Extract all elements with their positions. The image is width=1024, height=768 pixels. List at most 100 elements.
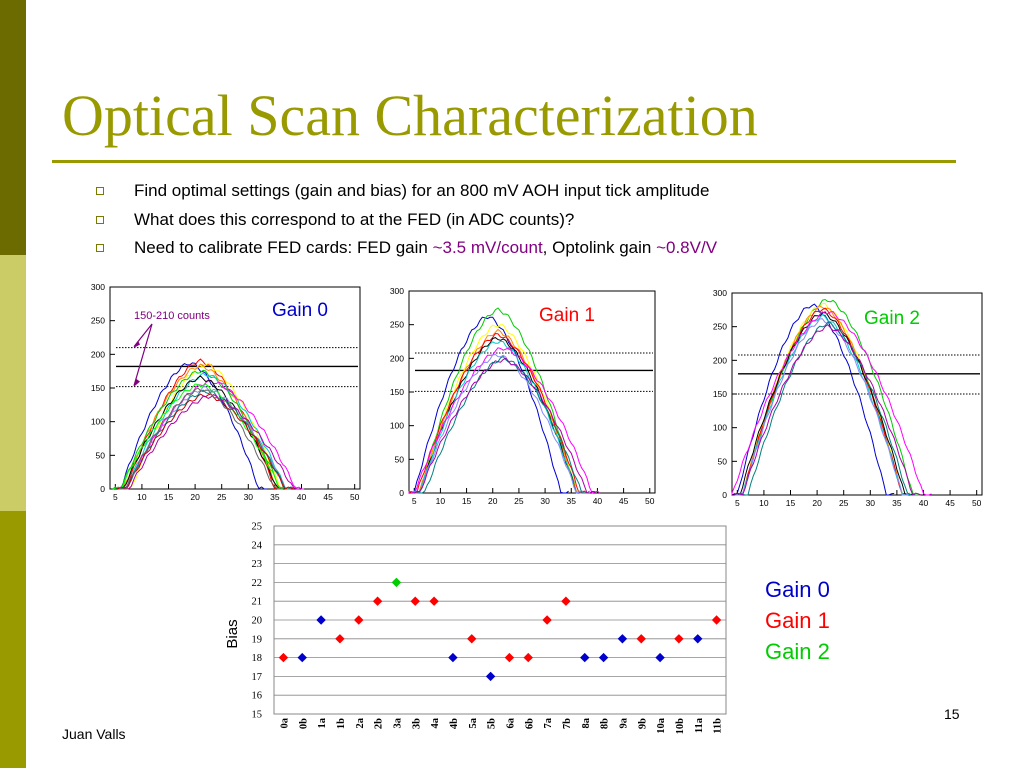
gain0-scan-plot: 0 50 100 150 200 250 300 5 10 15 20 25 30 35 40 45 50 Gai… bbox=[91, 282, 361, 502]
x-tick-label: 10b bbox=[675, 718, 686, 735]
bias-point bbox=[335, 634, 345, 644]
plot-title: Gain 1 bbox=[539, 305, 595, 326]
x-tick-label: 35 bbox=[270, 492, 280, 502]
scan-curve bbox=[408, 316, 569, 494]
scan-curve bbox=[731, 311, 914, 496]
plot-title: Gain 0 bbox=[272, 300, 328, 321]
y-tick-label: 19 bbox=[252, 634, 263, 645]
x-tick-label: 40 bbox=[919, 498, 929, 508]
annotation-label: 150-210 counts bbox=[134, 310, 210, 322]
x-tick-label: 30 bbox=[244, 492, 254, 502]
x-tick-label: 35 bbox=[567, 496, 577, 506]
square-bullet-icon bbox=[96, 244, 104, 252]
x-tick-label: 15 bbox=[786, 498, 796, 508]
scan-curve bbox=[120, 393, 302, 490]
arrowhead bbox=[134, 340, 140, 348]
legend-gain2: Gain 2 bbox=[765, 639, 830, 664]
x-tick-label: 0b bbox=[298, 718, 309, 729]
bias-point bbox=[523, 652, 533, 663]
bullet-text: Find optimal settings (gain and bias) fo… bbox=[134, 181, 710, 200]
y-tick-label: 50 bbox=[718, 456, 728, 466]
bias-point bbox=[448, 652, 458, 663]
arrowhead bbox=[134, 378, 140, 387]
x-tick-label: 25 bbox=[217, 492, 227, 502]
y-tick-label: 150 bbox=[390, 387, 404, 397]
side-stripe-light bbox=[0, 255, 26, 511]
x-tick-label: 40 bbox=[297, 492, 307, 502]
y-tick-label: 0 bbox=[399, 488, 404, 498]
x-tick-label: 7b bbox=[562, 718, 573, 729]
bias-point bbox=[391, 577, 402, 588]
legend-gain0: Gain 0 bbox=[765, 577, 830, 602]
x-tick-label: 30 bbox=[866, 498, 876, 508]
bullet-list: Find optimal settings (gain and bias) fo… bbox=[96, 181, 717, 267]
x-tick-label: 50 bbox=[972, 498, 982, 508]
x-tick-label: 10 bbox=[137, 492, 147, 502]
scan-curve bbox=[112, 383, 289, 490]
x-tick-label: 2a bbox=[355, 717, 366, 728]
y-tick-label: 300 bbox=[713, 288, 727, 298]
y-tick-label: 0 bbox=[100, 484, 105, 494]
x-tick-label: 30 bbox=[540, 496, 550, 506]
y-tick-label: 300 bbox=[390, 286, 404, 296]
x-tick-label: 0a bbox=[279, 717, 290, 728]
y-tick-label: 200 bbox=[713, 355, 727, 365]
y-tick-label: 15 bbox=[252, 710, 263, 721]
bullet-text-mid: , Optolink gain bbox=[542, 238, 657, 257]
gain1-scan-plot: 0 50 100 150 200 250 300 5 10 15 20 25 30 35 40 45 50 Gai… bbox=[390, 286, 656, 506]
legend-gain1: Gain 1 bbox=[765, 608, 830, 633]
y-axis-label: Bias bbox=[224, 619, 241, 648]
scan-curve bbox=[411, 357, 595, 494]
x-tick-label: 10a bbox=[656, 717, 667, 734]
gain2-scan-plot: 0 50 100 150 200 250 300 5 10 15 20 25 30 35 40 45 50 Gai… bbox=[713, 288, 983, 508]
y-tick-label: 100 bbox=[91, 417, 105, 427]
y-tick-label: 150 bbox=[713, 389, 727, 399]
scan-curve bbox=[731, 311, 932, 496]
bias-point bbox=[674, 634, 684, 644]
bullet-item: Find optimal settings (gain and bias) fo… bbox=[96, 181, 717, 210]
author-name: Juan Valls bbox=[62, 726, 126, 742]
x-tick-label: 15 bbox=[164, 492, 174, 502]
scan-curve bbox=[411, 353, 585, 494]
x-tick-label: 3a bbox=[392, 717, 403, 728]
y-tick-label: 200 bbox=[91, 349, 105, 359]
x-tick-label: 25 bbox=[514, 496, 524, 506]
x-tick-label: 6a bbox=[505, 717, 516, 728]
bias-scatter-plot: 15 16 17 18 19 20 21 22 23 24 25 Bias 0a 0b 1a 1b 2a 2b 3a… bbox=[224, 522, 727, 735]
bullet-text: What does this correspond to at the FED … bbox=[134, 209, 575, 229]
x-tick-label: 25 bbox=[839, 498, 849, 508]
scan-curve bbox=[734, 302, 911, 496]
side-stripe-dark bbox=[0, 0, 26, 255]
bias-point bbox=[693, 634, 703, 644]
scan-curve bbox=[117, 387, 283, 490]
x-tick-label: 2b bbox=[374, 718, 385, 729]
y-tick-label: 300 bbox=[91, 282, 105, 292]
scan-curve bbox=[408, 347, 601, 494]
x-tick-label: 6b bbox=[524, 718, 535, 729]
y-tick-label: 250 bbox=[91, 316, 105, 326]
bias-point bbox=[617, 634, 628, 644]
scan-curve bbox=[416, 355, 590, 494]
x-tick-label: 5a bbox=[468, 717, 479, 728]
x-tick-label: 11b bbox=[713, 718, 724, 734]
x-tick-label: 4b bbox=[449, 718, 460, 729]
bullet-item: Need to calibrate FED cards: FED gain ~3… bbox=[96, 238, 717, 267]
y-tick-label: 23 bbox=[252, 559, 263, 570]
plot-frame bbox=[109, 286, 361, 490]
x-tick-label: 8b bbox=[600, 718, 611, 729]
x-tick-label: 3b bbox=[411, 718, 422, 729]
bias-point bbox=[372, 596, 383, 606]
y-tick-label: 21 bbox=[252, 597, 263, 608]
fed-gain-value: ~3.5 mV/count bbox=[432, 238, 543, 257]
scan-curve bbox=[731, 303, 895, 496]
bias-point bbox=[410, 596, 420, 606]
bias-point bbox=[278, 652, 289, 663]
y-tick-label: 17 bbox=[252, 672, 263, 683]
x-tick-label: 9b bbox=[637, 718, 648, 729]
y-tick-label: 250 bbox=[713, 322, 727, 332]
bias-point bbox=[504, 652, 515, 663]
scan-curve bbox=[734, 324, 921, 496]
y-tick-label: 16 bbox=[252, 691, 263, 702]
page-number: 15 bbox=[944, 706, 960, 722]
scan-curve bbox=[118, 372, 294, 490]
